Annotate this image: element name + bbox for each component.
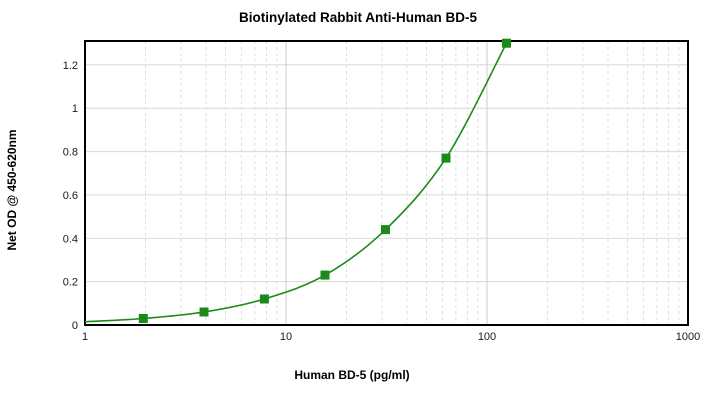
y-tick-label: 0 [72, 320, 78, 332]
data-point-marker [502, 38, 511, 48]
data-point-marker [381, 225, 390, 235]
tick-label-layer: 0 0.2 0.4 0.6 0.8 1 1.2 1 10 100 1000 [63, 60, 701, 343]
data-point-marker [320, 270, 330, 280]
standard-curve-line [84, 42, 508, 323]
y-tick-label: 0.2 [63, 277, 78, 289]
y-tick-label: 1.2 [63, 60, 78, 72]
data-point-marker [138, 314, 148, 323]
y-tick-label: 0.6 [63, 190, 78, 202]
data-point-marker [199, 307, 209, 317]
grid-layer [85, 41, 688, 325]
data-point-marker [441, 153, 451, 163]
y-tick-label: 0.8 [63, 147, 78, 159]
y-axis-title: Net OD @ 450-620nm [5, 129, 19, 250]
series-layer [84, 38, 511, 323]
x-tick-label: 10 [280, 331, 292, 343]
data-point-marker [259, 294, 269, 304]
chart-title: Biotinylated Rabbit Anti-Human BD-5 [239, 10, 477, 25]
x-tick-label: 1 [82, 331, 88, 343]
x-tick-label: 100 [478, 331, 496, 343]
y-tick-label: 1 [72, 103, 78, 115]
x-axis-title: Human BD-5 (pg/ml) [294, 368, 409, 382]
y-tick-label: 0.4 [63, 233, 78, 245]
frame-layer [84, 40, 689, 326]
x-tick-label: 1000 [676, 331, 700, 343]
plot-frame [84, 40, 689, 326]
